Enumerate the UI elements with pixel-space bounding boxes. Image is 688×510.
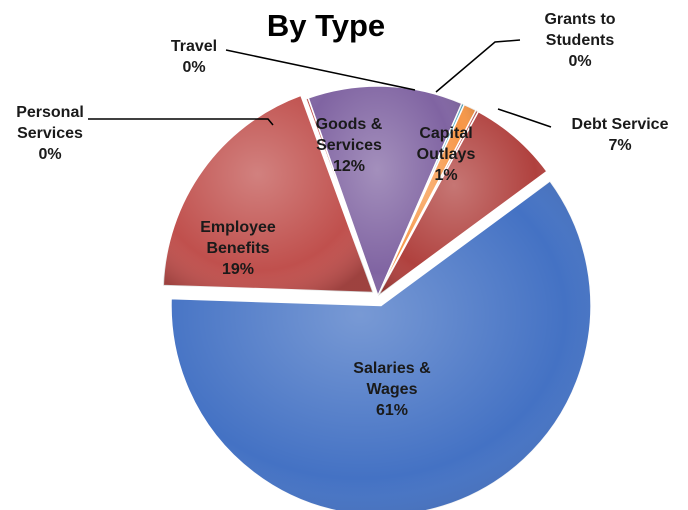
data-label-text: Students	[546, 32, 615, 49]
data-label-percent: 12%	[333, 158, 365, 175]
data-label-debt-service: Debt Service 7%	[572, 116, 669, 154]
data-label-employee-benefits: Employee Benefits 19%	[200, 219, 276, 278]
data-label-goods-and-services: Goods & Services 12%	[316, 116, 383, 175]
leader-line-debt-service	[497, 108, 552, 128]
data-label-text: Services	[316, 137, 382, 154]
data-label-text: Employee	[200, 219, 276, 236]
leader-line-personal-services	[88, 118, 274, 126]
data-label-text: Capital	[419, 125, 472, 142]
data-label-percent: 19%	[222, 261, 254, 278]
data-label-grants-to-students: Grants to Students 0%	[544, 11, 615, 70]
data-label-personal-services: Personal Services 0%	[16, 104, 84, 163]
data-label-travel: Travel 0%	[171, 38, 217, 76]
slice-shade-employee-benefits	[163, 95, 374, 293]
data-label-text: Salaries &	[353, 360, 431, 377]
data-label-percent: 7%	[608, 137, 631, 154]
data-label-text: Wages	[367, 381, 418, 398]
data-label-capital-outlays: Capital Outlays 1%	[417, 125, 476, 184]
data-label-text: Outlays	[417, 146, 476, 163]
data-label-text: Grants to	[544, 11, 615, 28]
slice-shade-goods-and-services	[308, 85, 462, 296]
data-label-percent: 61%	[376, 402, 408, 419]
chart-title: By Type	[267, 8, 385, 43]
data-label-text: Personal	[16, 104, 84, 121]
data-label-percent: 1%	[434, 167, 457, 184]
leader-line-grants-to-students	[435, 39, 521, 93]
slice-shade-salaries-and-wages	[171, 180, 591, 510]
data-label-percent: 0%	[38, 146, 61, 163]
data-label-text: Debt Service	[572, 116, 669, 133]
data-label-percent: 0%	[568, 53, 591, 70]
data-label-salaries-and-wages: Salaries & Wages 61%	[353, 360, 431, 419]
slice-shade-debt-service	[378, 111, 548, 297]
data-label-text: Services	[17, 125, 83, 142]
leader-line-travel	[225, 49, 416, 91]
data-label-text: Goods &	[316, 116, 383, 133]
data-label-text: Benefits	[206, 240, 269, 257]
data-label-percent: 0%	[182, 59, 205, 76]
data-label-text: Travel	[171, 38, 217, 55]
